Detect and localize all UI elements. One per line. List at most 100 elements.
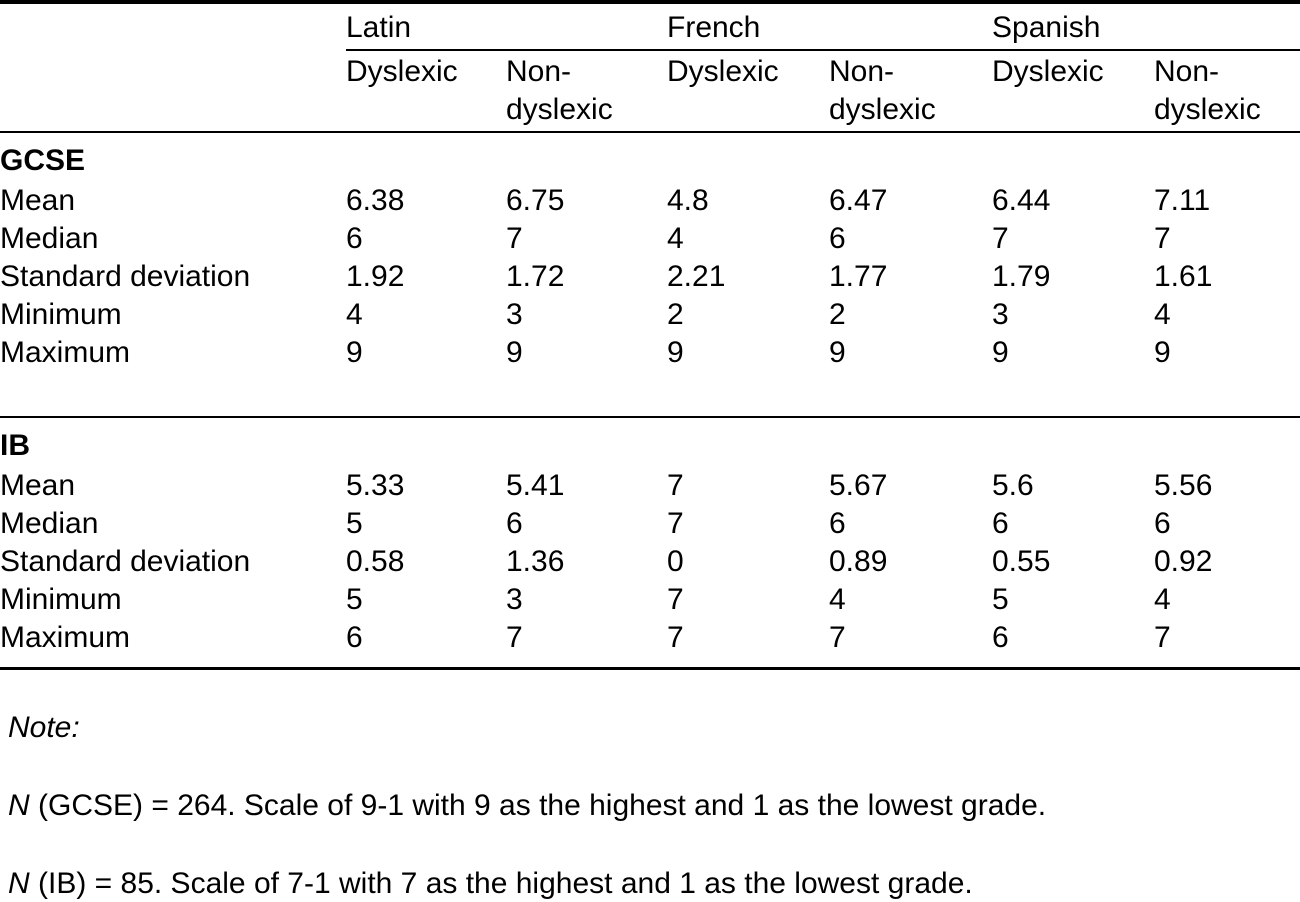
value-cell: 7: [667, 507, 684, 540]
value-cell: 1.77: [829, 260, 888, 293]
note-n-ib: N (IB) = 85. Scale of 7-1 with 7 as the …: [8, 866, 1300, 902]
value-cell: 9: [346, 336, 363, 369]
row-label: Minimum: [0, 583, 122, 616]
table-row: Maximum 6 7 7 7 6 7: [0, 619, 1300, 669]
value-cell: 6.38: [346, 184, 405, 217]
value-cell: 1.79: [992, 260, 1051, 293]
value-cell: 7: [667, 583, 684, 616]
value-cell: 4: [829, 583, 846, 616]
table-row: Median 6 7 4 6 7 7: [0, 220, 1300, 258]
section-row-ib: IB: [0, 417, 1300, 467]
value-cell: 7: [829, 621, 846, 654]
value-cell: 1.72: [506, 260, 565, 293]
section-divider: [0, 372, 1300, 418]
value-cell: 6: [992, 621, 1009, 654]
value-cell: 5.6: [992, 469, 1034, 502]
value-cell: 7: [506, 621, 523, 654]
subcolumn-label: Non-dyslexic: [829, 50, 992, 133]
empty-corner-cell: [0, 2, 346, 50]
value-cell: 5: [992, 583, 1009, 616]
value-cell: 0.55: [992, 545, 1051, 578]
table-row: Standard deviation 1.92 1.72 2.21 1.77 1…: [0, 258, 1300, 296]
subcolumn-label: Non-dyslexic: [506, 50, 667, 133]
row-label: Standard deviation: [0, 260, 251, 293]
table-row: Minimum 4 3 2 2 3 4: [0, 296, 1300, 334]
value-cell: 4: [346, 298, 363, 331]
row-label: Mean: [0, 184, 76, 217]
value-cell: 3: [506, 583, 523, 616]
value-cell: 0: [667, 545, 684, 578]
row-label: Maximum: [0, 336, 131, 369]
table-row: Maximum 9 9 9 9 9 9: [0, 334, 1300, 372]
value-cell: 5.33: [346, 469, 405, 502]
value-cell: 7.11: [1154, 184, 1211, 217]
value-cell: 7: [667, 469, 684, 502]
row-label: Median: [0, 507, 99, 540]
note-n-symbol: N: [8, 789, 30, 822]
value-cell: 9: [829, 336, 846, 369]
value-cell: 0.58: [346, 545, 405, 578]
value-cell: 6.44: [992, 184, 1051, 217]
value-cell: 4.8: [667, 184, 709, 217]
subcolumn-label: Dyslexic: [667, 50, 829, 133]
value-cell: 1.92: [346, 260, 405, 293]
table-row: Standard deviation 0.58 1.36 0 0.89 0.55…: [0, 543, 1300, 581]
section-divider-row: [0, 372, 1300, 418]
value-cell: 0.89: [829, 545, 888, 578]
value-cell: 4: [1154, 583, 1171, 616]
value-cell: 7: [992, 222, 1009, 255]
subcolumn-label: Dyslexic: [992, 50, 1154, 133]
column-group-spanish: Spanish: [992, 2, 1300, 51]
value-cell: 5.67: [829, 469, 888, 502]
value-cell: 1.36: [506, 545, 565, 578]
value-cell: 7: [667, 621, 684, 654]
subcolumn-label: Non-dyslexic: [1154, 50, 1300, 133]
value-cell: 7: [1154, 222, 1171, 255]
value-cell: 6.47: [829, 184, 888, 217]
value-cell: 9: [506, 336, 523, 369]
column-group-latin: Latin: [346, 2, 667, 51]
value-cell: 5: [346, 583, 363, 616]
value-cell: 3: [992, 298, 1009, 331]
value-cell: 6: [346, 222, 363, 255]
section-title-gcse: GCSE: [0, 144, 86, 177]
section-title-ib: IB: [0, 429, 30, 462]
value-cell: 6: [346, 621, 363, 654]
table-row: Median 5 6 7 6 6 6: [0, 505, 1300, 543]
row-label: Mean: [0, 469, 76, 502]
value-cell: 5.56: [1154, 469, 1213, 502]
table-row: Mean 6.38 6.75 4.8 6.47 6.44 7.11: [0, 182, 1300, 220]
value-cell: 6.75: [506, 184, 565, 217]
empty-corner-cell: [0, 50, 346, 133]
row-label: Minimum: [0, 298, 122, 331]
table-notes: Note: N (GCSE) = 264. Scale of 9-1 with …: [0, 710, 1300, 902]
value-cell: 6: [829, 222, 846, 255]
subcolumn-label: Dyslexic: [346, 50, 506, 133]
note-n-symbol: N: [8, 867, 30, 900]
section-row-gcse: GCSE: [0, 132, 1300, 182]
value-cell: 2: [829, 298, 846, 331]
note-n-gcse: N (GCSE) = 264. Scale of 9-1 with 9 as t…: [8, 788, 1300, 824]
value-cell: 5: [346, 507, 363, 540]
table-row: Minimum 5 3 7 4 5 4: [0, 581, 1300, 619]
value-cell: 3: [506, 298, 523, 331]
value-cell: 9: [1154, 336, 1171, 369]
value-cell: 9: [667, 336, 684, 369]
value-cell: 2: [667, 298, 684, 331]
language-header-row: Latin French Spanish: [0, 2, 1300, 51]
value-cell: 9: [992, 336, 1009, 369]
value-cell: 1.61: [1154, 260, 1213, 293]
value-cell: 2.21: [667, 260, 726, 293]
table-row: Mean 5.33 5.41 7 5.67 5.6 5.56: [0, 467, 1300, 505]
value-cell: 5.41: [506, 469, 565, 502]
column-group-french: French: [667, 2, 992, 51]
value-cell: 6: [829, 507, 846, 540]
note-text: (IB) = 85. Scale of 7-1 with 7 as the hi…: [29, 867, 973, 900]
value-cell: 4: [667, 222, 684, 255]
note-heading: Note:: [8, 711, 80, 744]
grades-table: Latin French Spanish Dyslexic Non-dyslex…: [0, 0, 1300, 670]
row-label: Standard deviation: [0, 545, 251, 578]
value-cell: 4: [1154, 298, 1171, 331]
row-label: Median: [0, 222, 99, 255]
